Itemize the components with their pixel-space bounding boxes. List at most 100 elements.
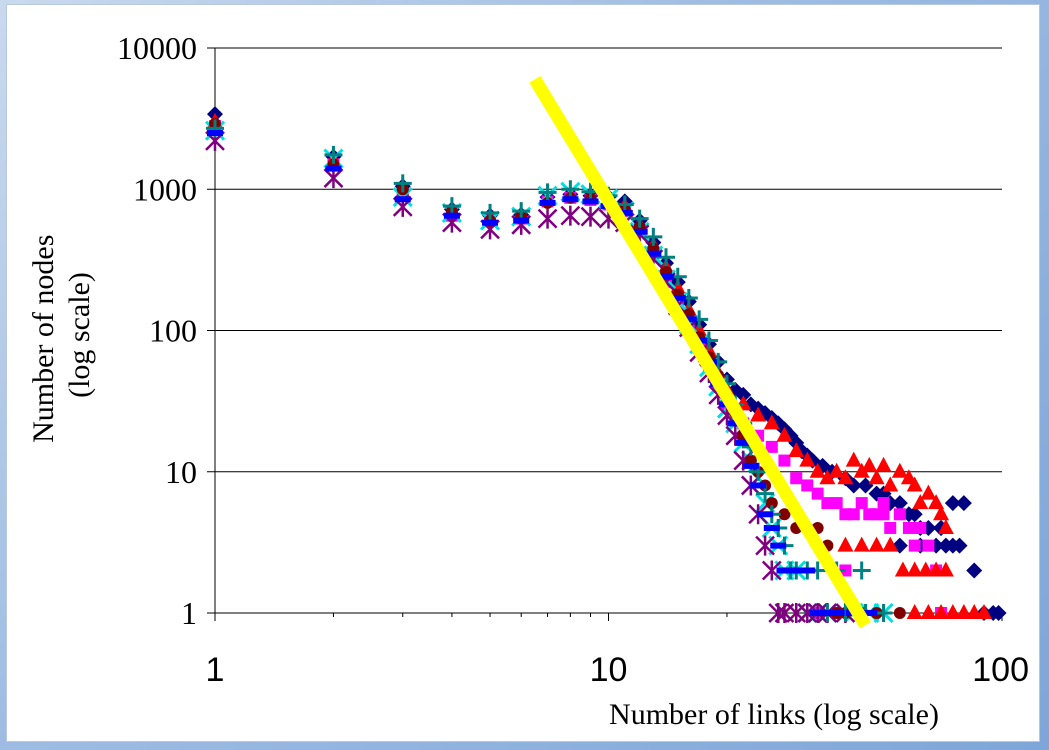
data-point-s7-25 [763,524,780,531]
data-point-s7-1 [325,165,342,172]
data-point-s6-11 [630,209,649,228]
data-point-s2-35 [882,476,899,492]
data-point-s7-31 [819,610,836,616]
data-point-s7-10 [616,209,633,216]
y-axis-title-line-2: (log scale) [63,272,96,398]
data-point-s2-50 [917,561,934,577]
data-point-s2-34 [875,456,892,472]
grid-lines [215,47,1002,473]
data-point-s7-4 [482,219,499,226]
data-point-s2-46 [868,536,885,552]
data-point-s6-37 [852,561,871,580]
x-tick-label-100: 100 [972,651,1029,689]
data-point-s2-57 [955,604,972,619]
data-point-s2-28 [828,462,845,478]
data-point-s7-15 [680,316,697,323]
data-point-s7-12 [645,250,662,257]
data-point-s2-53 [906,604,923,619]
data-point-s1-29 [830,497,843,510]
data-point-s2-41 [928,494,945,510]
data-point-s6-1 [324,145,343,164]
data-point-s2-56 [944,604,961,619]
data-point-s2-39 [912,494,929,510]
x-tick-label-1: 1 [206,651,225,689]
data-point-s1-31 [847,508,860,521]
data-point-s6-5 [512,202,531,221]
data-point-s7-3 [443,212,460,219]
power-law-fit-line [529,75,872,629]
data-point-s1-35 [877,508,890,521]
data-point-s2-49 [906,561,923,577]
data-point-s1-26 [801,479,814,492]
data-point-s5-25 [765,497,778,510]
data-point-s1-23 [765,440,778,453]
data-point-s7-11 [631,228,648,235]
data-point-s6-2 [393,174,412,193]
data-point-s1-37 [893,508,906,521]
scatter-chart: 10000 1000 100 10 11 10 100 Number of links (l… [27,30,1029,731]
data-point-s0-54 [955,495,972,512]
data-point-s0-55 [944,495,961,512]
data-point-s2-44 [837,536,854,552]
data-point-s0-37 [857,477,874,494]
data-point-s2-31 [853,462,870,478]
y-axis-title: Number of nodes (log scale) [27,227,96,443]
data-point-s6-4 [481,203,500,222]
data-point-s6-3 [442,197,461,216]
y-tick-label-10: 10 [165,454,197,490]
data-point-s1-46 [877,497,890,510]
data-point-s2-32 [861,456,878,472]
data-point-s4-7 [560,205,581,226]
data-point-s0-53 [990,605,1007,621]
data-point-s2-40 [920,484,937,500]
data-point-s7-13 [658,273,675,280]
data-point-s7-5 [513,217,530,224]
data-point-s2-38 [906,476,923,492]
data-point-s7-6 [539,199,556,206]
y-tick-label-1000: 1000 [133,171,197,207]
data-point-s2-36 [891,462,908,478]
data-point-s2-23 [776,426,793,442]
data-point-s2-43 [937,518,954,534]
data-point-s7-22 [742,462,759,469]
data-point-s1-25 [790,472,803,485]
data-point-s4-24 [755,535,775,556]
chart-frame: 10000 1000 100 10 1 1 10 100 Number of links (l… [6,4,1040,742]
data-point-s7-24 [757,511,774,518]
data-point-s1-32 [855,497,868,510]
data-point-s6-7 [561,180,580,199]
data-point-s2-21 [750,406,767,422]
x-axis-title: Number of links (log scale) [609,698,939,731]
data-point-s1-24 [778,454,791,467]
data-point-s5-26 [778,508,791,521]
data-point-s7-30 [809,610,826,616]
axis-labels: Number of links (log scale) Number of no… [27,227,939,731]
data-point-s7-7 [562,196,579,203]
data-point-s6-6 [538,183,557,202]
data-point-s4-8 [580,206,601,227]
data-point-s7-2 [394,196,411,203]
data-point-s2-27 [819,469,836,485]
data-point-s1-27 [811,487,824,500]
data-point-s7-34 [861,610,878,616]
fit-line-layer [529,75,872,629]
data-point-s0-49 [951,537,968,554]
data-point-s7-14 [669,294,686,301]
data-point-s2-47 [882,536,899,552]
data-point-s2-24 [788,442,805,458]
data-point-s7-8 [582,198,599,205]
data-point-s7-29 [799,567,816,574]
data-point-s6-12 [644,227,663,246]
data-points [204,106,1007,624]
data-point-s1-40 [914,521,927,534]
y-tick-label-1: 1 [181,595,197,631]
data-point-s2-54 [920,604,937,619]
data-point-s0-43 [906,506,923,523]
data-point-s2-42 [933,505,950,521]
data-point-s0-41 [891,495,908,512]
data-point-s2-30 [845,451,862,467]
data-point-s7-26 [770,542,787,549]
data-point-s2-48 [894,561,911,577]
data-point-s1-36 [884,521,897,534]
data-point-s6-13 [657,248,676,267]
